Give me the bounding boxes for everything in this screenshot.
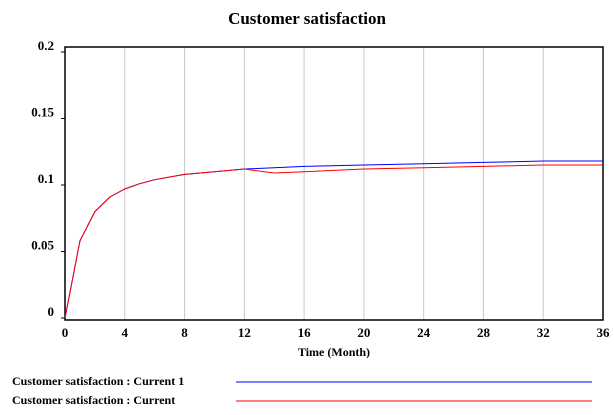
chart-title: Customer satisfaction (228, 9, 386, 28)
plot-frame (64, 46, 604, 321)
legend-label: Customer satisfaction : Current 1 (12, 374, 184, 388)
y-tick-label: 0.15 (31, 104, 54, 119)
x-tick-label: 12 (238, 325, 251, 340)
x-tick-label: 16 (298, 325, 312, 340)
y-tick-label: 0.1 (38, 171, 54, 186)
x-axis-label: Time (Month) (298, 345, 370, 359)
y-tick-label: 0.05 (31, 237, 54, 252)
series-line (64, 160, 603, 319)
x-tick-label: 4 (122, 325, 129, 340)
x-tick-label: 36 (597, 325, 611, 340)
legend-label: Customer satisfaction : Current (12, 393, 175, 407)
x-tick-label: 32 (537, 325, 550, 340)
x-tick-label: 0 (62, 325, 69, 340)
x-tick-label: 24 (417, 325, 431, 340)
x-tick-label: 28 (477, 325, 491, 340)
series-line (64, 164, 603, 319)
x-tick-label: 20 (357, 325, 370, 340)
y-tick-label: 0 (48, 304, 55, 319)
x-tick-label: 8 (181, 325, 188, 340)
y-tick-label: 0.2 (38, 38, 54, 53)
